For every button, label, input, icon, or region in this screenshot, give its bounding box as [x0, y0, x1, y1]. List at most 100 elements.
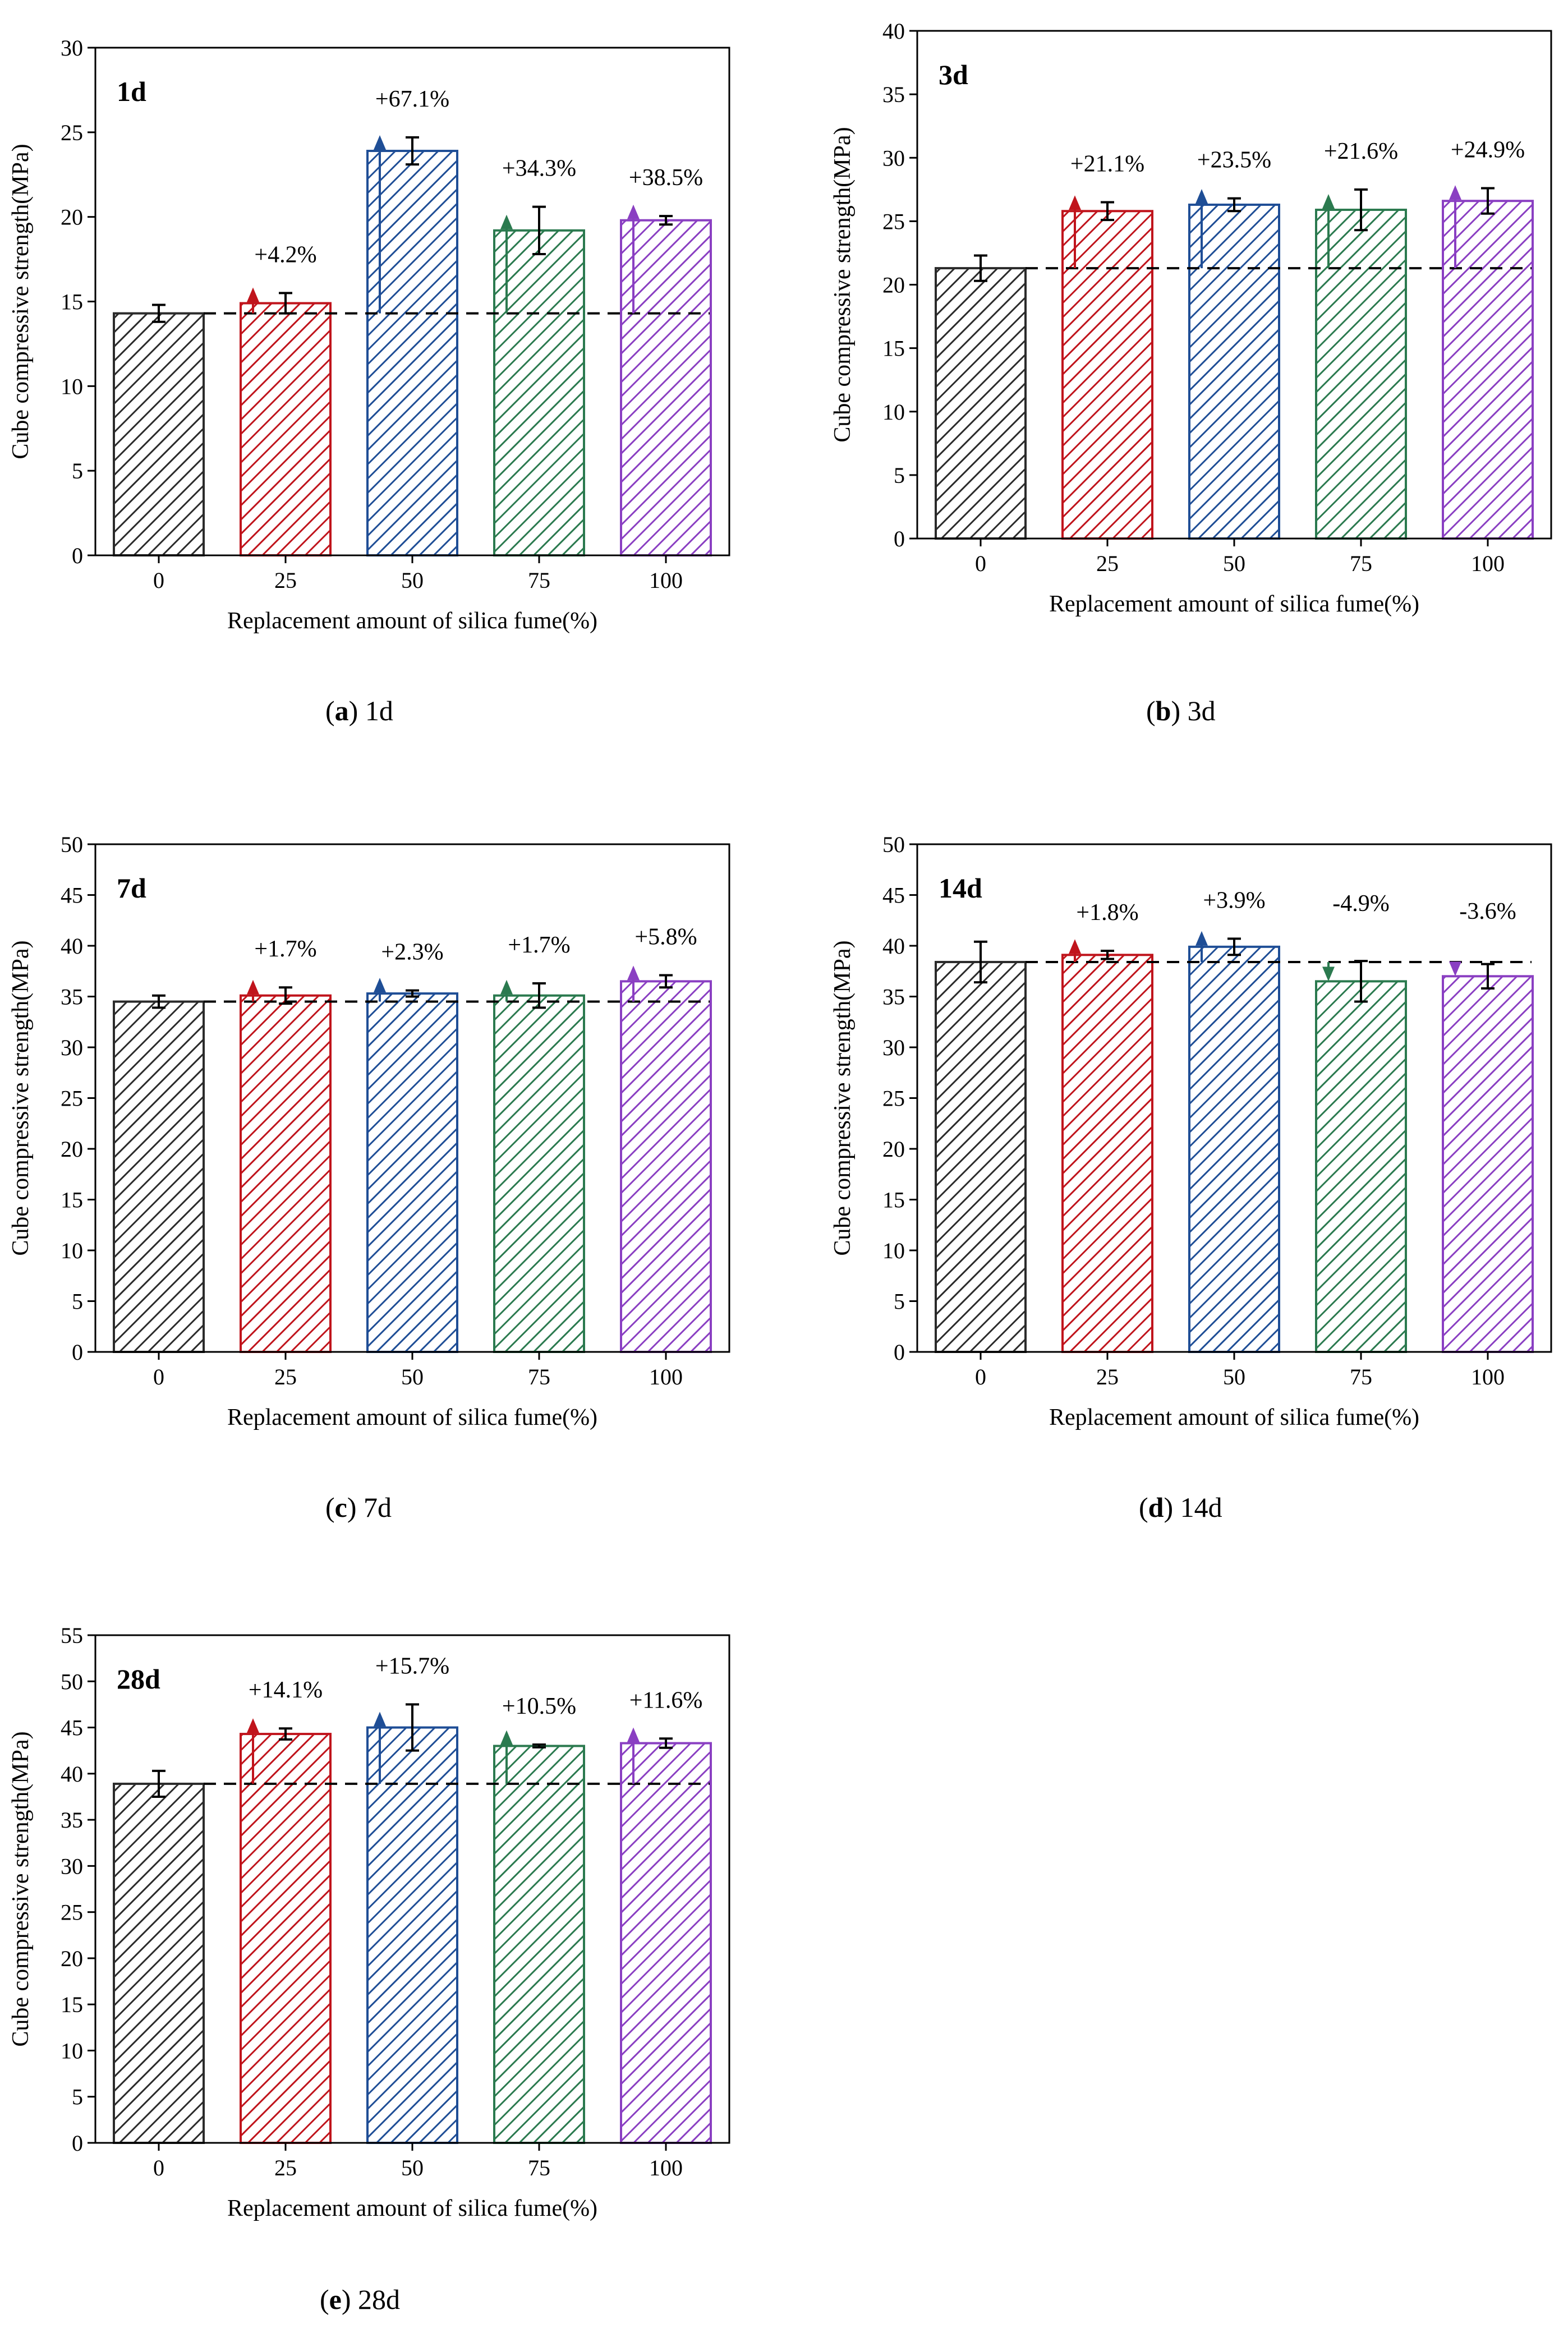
- chart-panel-b: +21.1% +23.5% +21.6% +24.9% 0 5 10 15 20 25 30 35 40…: [822, 0, 1562, 634]
- caption-text-d: 14d: [1180, 1492, 1222, 1523]
- x-tick-label: 75: [528, 568, 550, 593]
- annotation-75: +1.7%: [508, 932, 570, 958]
- arrow-head: [500, 1730, 513, 1745]
- arrow-head: [374, 1711, 386, 1727]
- arrow-head: [1449, 961, 1461, 977]
- change-arrow-25: [247, 287, 259, 314]
- y-tick-label: 30: [882, 1035, 905, 1060]
- annotation-50: +15.7%: [375, 1653, 449, 1679]
- change-arrow-75: [1322, 961, 1335, 982]
- y-tick-label: 30: [882, 145, 905, 171]
- y-tick-label: 25: [882, 209, 905, 234]
- x-tick-label: 100: [1471, 1364, 1505, 1389]
- change-arrow-100: [1449, 185, 1461, 269]
- y-tick-label: 0: [894, 526, 905, 551]
- y-axis-label: Cube compressive strength(MPa): [830, 940, 856, 1255]
- caption-letter-c: c: [334, 1492, 347, 1523]
- error-bar-25: [279, 1727, 292, 1741]
- x-axis-label: Replacement amount of silica fume(%): [227, 608, 597, 634]
- caption-text-e: 28d: [358, 2284, 401, 2315]
- panel-title: 14d: [939, 872, 982, 904]
- y-tick-label: 50: [882, 832, 905, 857]
- annotation-25: +14.1%: [249, 1677, 323, 1703]
- y-tick-label: 5: [72, 1289, 83, 1314]
- y-tick-label: 0: [72, 1340, 83, 1365]
- x-tick-label: 0: [153, 568, 164, 593]
- x-tick-label: 25: [274, 568, 297, 593]
- bar-75: [1315, 209, 1407, 540]
- error-bar-0: [152, 303, 165, 323]
- caption-text-c: 7d: [364, 1492, 392, 1523]
- annotation-75: +21.6%: [1324, 139, 1398, 164]
- error-bar-25: [1101, 201, 1114, 222]
- y-tick-label: 15: [61, 1188, 83, 1213]
- error-bar-0: [974, 940, 987, 984]
- x-tick-label: 75: [528, 1364, 550, 1389]
- bar-100: [1442, 200, 1534, 540]
- caption-letter-d: d: [1148, 1492, 1164, 1523]
- bar-25: [240, 1733, 332, 2144]
- panel-title: 7d: [117, 872, 146, 904]
- error-bar-75: [532, 1743, 546, 1749]
- x-tick-label: 0: [153, 2155, 164, 2180]
- y-tick-label: 5: [72, 2085, 83, 2110]
- arrow-head: [374, 978, 386, 993]
- x-tick-label: 75: [528, 2155, 550, 2180]
- caption-text-a: 1d: [365, 695, 393, 726]
- error-bar-75: [1354, 960, 1368, 1003]
- arrow-head: [627, 1727, 640, 1742]
- x-tick-label: 25: [1096, 551, 1119, 576]
- y-tick-label: 45: [61, 883, 83, 908]
- chart-svg-a: +4.2% +67.1% +34.3% +38.5% 0 5 10 15 20 25 30 0 25 50…: [8, 35, 730, 634]
- bar-100: [1442, 975, 1534, 1353]
- annotation-25: +21.1%: [1070, 151, 1144, 177]
- arrow-head: [627, 965, 640, 981]
- x-tick-label: 25: [1096, 1364, 1119, 1389]
- y-tick-label: 10: [61, 1238, 83, 1263]
- bar-75: [493, 994, 585, 1353]
- y-tick-label: 40: [882, 19, 905, 44]
- annotation-75: -4.9%: [1332, 891, 1389, 917]
- bar-50: [366, 150, 458, 556]
- annotation-25: +4.2%: [254, 242, 316, 268]
- x-axis-label: Replacement amount of silica fume(%): [1049, 1405, 1419, 1430]
- y-tick-label: 55: [61, 1623, 83, 1648]
- change-arrow-75: [500, 1730, 513, 1784]
- y-tick-label: 35: [61, 984, 83, 1010]
- bar-0: [935, 960, 1027, 1353]
- change-arrow-50: [1195, 188, 1208, 269]
- arrow-head: [374, 135, 386, 150]
- y-tick-label: 5: [894, 1289, 905, 1314]
- x-tick-label: 100: [649, 2155, 683, 2180]
- error-bar-50: [1227, 937, 1241, 956]
- chart-panel-d: +1.8% +3.9% -4.9% -3.6% 0 5 10 15 20 25 30 35 40 45 50…: [822, 813, 1562, 1447]
- x-axis-label: Replacement amount of silica fume(%): [227, 1405, 597, 1430]
- error-bar-50: [406, 136, 419, 166]
- caption-b: (b) 3d: [1146, 695, 1216, 726]
- caption-e: (e) 28d: [320, 2284, 401, 2315]
- annotation-100: +24.9%: [1451, 137, 1525, 163]
- annotation-100: +11.6%: [629, 1687, 703, 1713]
- x-tick-label: 0: [975, 551, 986, 576]
- y-tick-label: 0: [72, 2131, 83, 2156]
- bar-75: [493, 229, 585, 556]
- arrow-head: [1195, 931, 1208, 946]
- chart-svg-d: +1.8% +3.9% -4.9% -3.6% 0 5 10 15 20 25 30 35 40 45 50…: [830, 832, 1552, 1430]
- caption-c: (c) 7d: [325, 1492, 392, 1523]
- y-tick-label: 35: [882, 984, 905, 1010]
- error-bar-50: [406, 1703, 419, 1752]
- bar-50: [366, 1726, 458, 2144]
- y-tick-label: 20: [61, 205, 83, 230]
- error-bar-25: [279, 292, 292, 315]
- bar-100: [620, 980, 712, 1354]
- annotation-25: +1.7%: [254, 936, 316, 962]
- y-axis-label: Cube compressive strength(MPa): [8, 1731, 34, 2046]
- error-bar-50: [1227, 197, 1241, 213]
- x-tick-label: 50: [1223, 1364, 1245, 1389]
- y-axis-label: Cube compressive strength(MPa): [8, 940, 34, 1255]
- bar-25: [1061, 210, 1153, 540]
- bar-50: [366, 992, 458, 1353]
- bar-25: [1061, 954, 1153, 1354]
- change-arrow-75: [500, 979, 513, 1002]
- arrow-head: [500, 979, 513, 995]
